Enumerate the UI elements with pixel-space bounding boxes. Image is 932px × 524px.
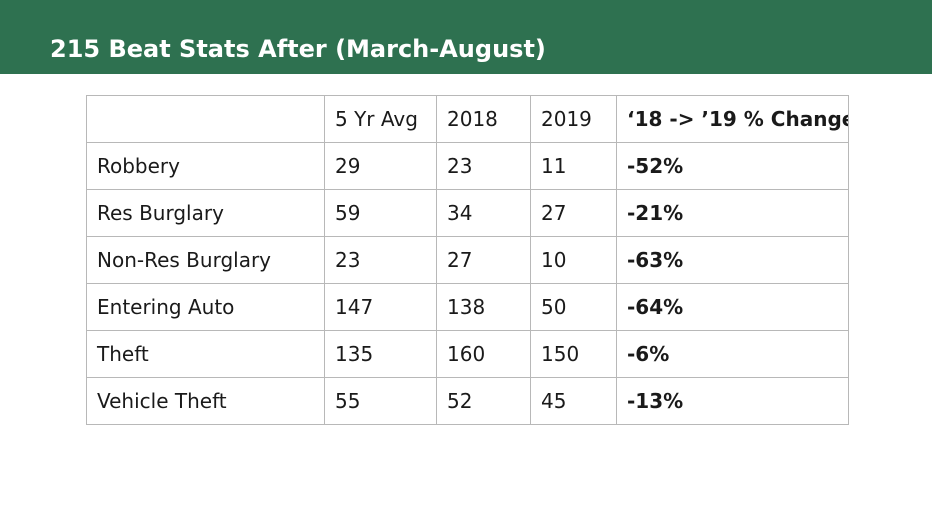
row-label: Vehicle Theft [86,377,325,425]
cell-percent-change: -64% [616,283,849,331]
cell-percent-change: -21% [616,189,849,237]
cell-2019: 11 [530,142,617,190]
header-cell-category [86,95,325,143]
header-cell-2018: 2018 [436,95,531,143]
cell-2018: 160 [436,330,531,378]
cell-5yr-avg: 135 [324,330,437,378]
row-label: Non-Res Burglary [86,236,325,284]
cell-percent-change: -6% [616,330,849,378]
cell-2019: 27 [530,189,617,237]
row-label: Robbery [86,142,325,190]
table-row: Robbery 29 23 11 -52% [86,142,849,190]
cell-percent-change: -63% [616,236,849,284]
row-label: Entering Auto [86,283,325,331]
row-label: Res Burglary [86,189,325,237]
cell-2018: 27 [436,236,531,284]
cell-2019: 10 [530,236,617,284]
table-row: Vehicle Theft 55 52 45 -13% [86,377,849,425]
header-cell-5yr-avg: 5 Yr Avg [324,95,437,143]
cell-2018: 138 [436,283,531,331]
cell-2019: 50 [530,283,617,331]
table-row: Res Burglary 59 34 27 -21% [86,189,849,237]
header-cell-percent-change: ‘18 -> ’19 % Change [616,95,849,143]
row-label: Theft [86,330,325,378]
cell-5yr-avg: 55 [324,377,437,425]
header-cell-2019: 2019 [530,95,617,143]
header-bar: 215 Beat Stats After (March-August) [0,0,932,74]
cell-2019: 150 [530,330,617,378]
crime-stats-table: 5 Yr Avg 2018 2019 ‘18 -> ’19 % Change R… [86,95,849,425]
page-title: 215 Beat Stats After (March-August) [50,35,546,63]
cell-percent-change: -52% [616,142,849,190]
table-row: Entering Auto 147 138 50 -64% [86,283,849,331]
cell-5yr-avg: 147 [324,283,437,331]
cell-2018: 23 [436,142,531,190]
cell-percent-change: -13% [616,377,849,425]
table-header-row: 5 Yr Avg 2018 2019 ‘18 -> ’19 % Change [86,95,849,143]
cell-2018: 52 [436,377,531,425]
table-row: Theft 135 160 150 -6% [86,330,849,378]
cell-2019: 45 [530,377,617,425]
table-row: Non-Res Burglary 23 27 10 -63% [86,236,849,284]
cell-5yr-avg: 29 [324,142,437,190]
cell-5yr-avg: 23 [324,236,437,284]
cell-5yr-avg: 59 [324,189,437,237]
cell-2018: 34 [436,189,531,237]
